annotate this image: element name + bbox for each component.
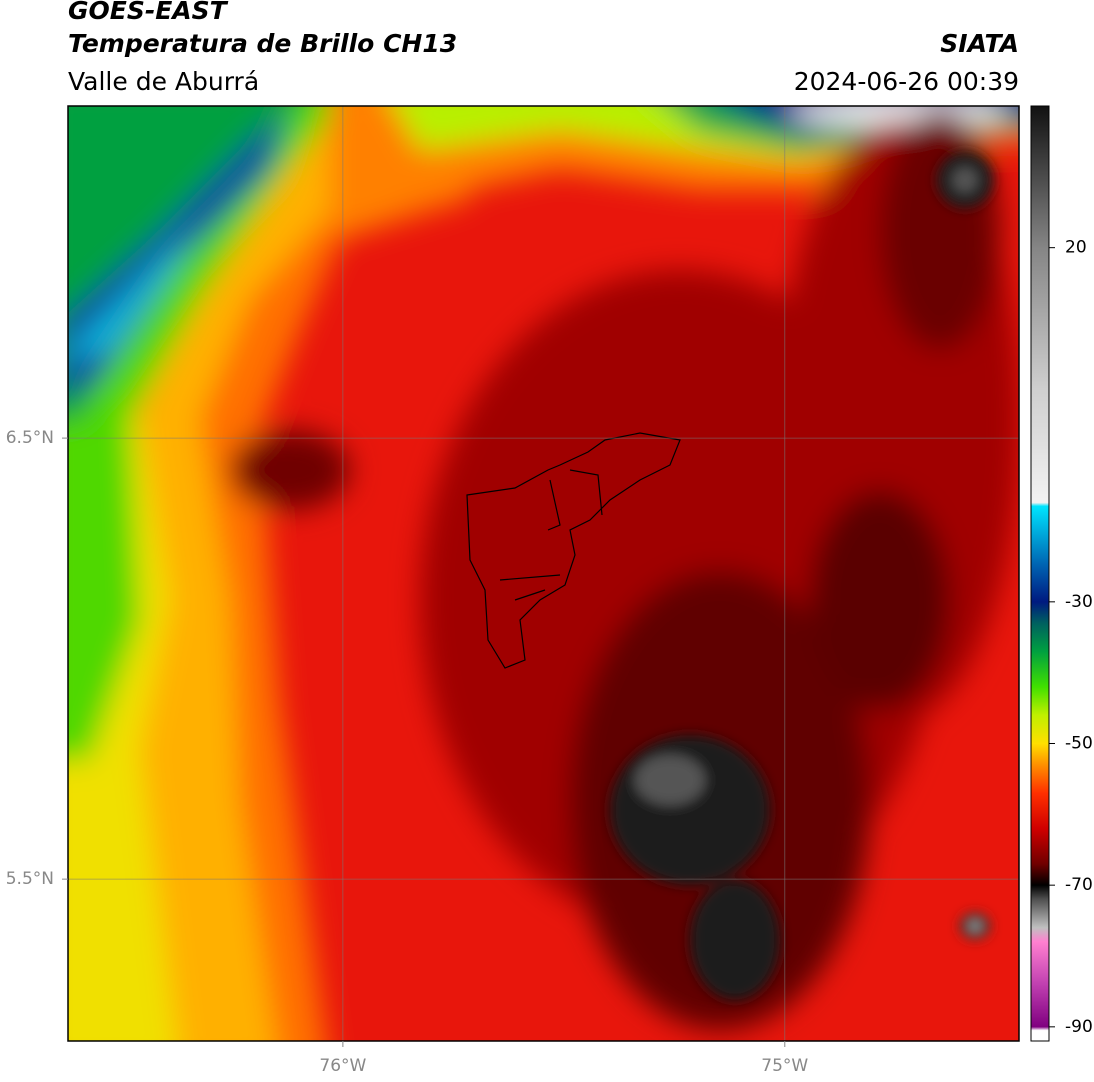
colorbar-tick-label: -30: [1065, 592, 1093, 612]
colorbar-tick-label: -90: [1065, 1017, 1093, 1037]
colorbar-tick-label: -70: [1065, 875, 1093, 895]
satellite-image: [68, 106, 1019, 1041]
colorbar-tick-label: -50: [1065, 734, 1093, 754]
timestamp: 2024-06-26 00:39: [794, 67, 1019, 96]
map-frame: [67, 105, 1020, 1042]
region: Valle de Aburrá: [68, 67, 259, 96]
colorbar-tick-label: 20: [1065, 238, 1087, 258]
x-tick-label: 76°W: [319, 1056, 366, 1076]
y-tick-label: 5.5°N: [6, 869, 54, 889]
subtitle: Temperatura de Brillo CH13: [68, 29, 457, 58]
title: GOES-EAST: [68, 0, 229, 25]
x-tick-label: 75°W: [761, 1056, 808, 1076]
valley-boundaries: [466, 432, 681, 669]
y-tick-label: 6.5°N: [6, 428, 54, 448]
colorbar: [1030, 105, 1050, 1042]
source: SIATA: [940, 29, 1019, 58]
